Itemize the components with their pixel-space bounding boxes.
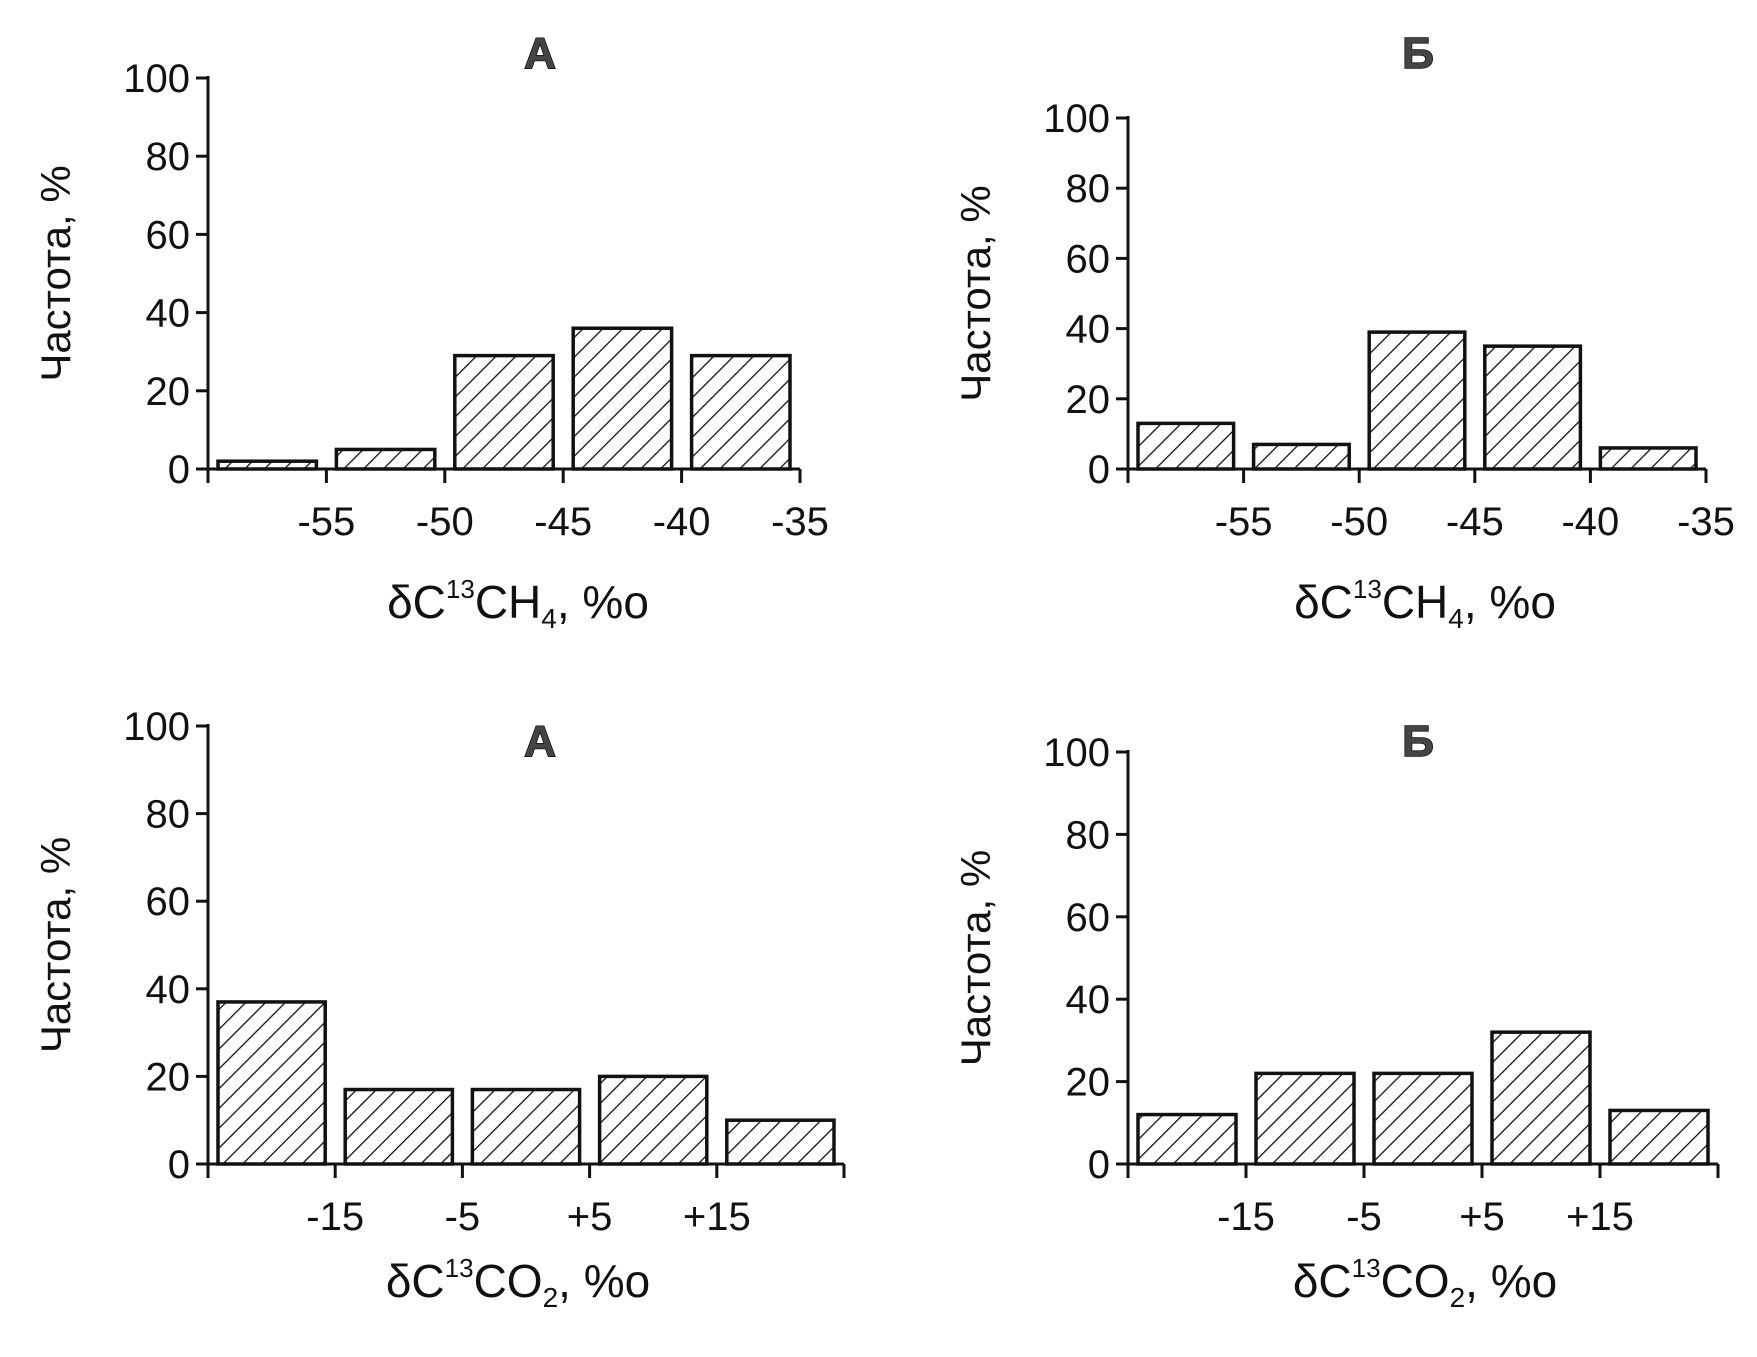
x-axis-title: δC13CH4, %o	[1294, 574, 1556, 634]
y-tick-label: 80	[1066, 813, 1111, 857]
histogram-bar-3	[453, 353, 555, 471]
histogram-bar-4	[571, 326, 674, 471]
x-axis-title: δC13CO2, %o	[386, 1253, 650, 1313]
x-tick-label: -50	[416, 500, 474, 544]
x-tick-label: -55	[1215, 500, 1273, 544]
histogram-bar-3	[470, 1087, 582, 1166]
histogram-bar-5	[1598, 446, 1698, 471]
y-tick-label: 0	[1088, 448, 1110, 492]
histogram-bar-5	[689, 353, 792, 471]
y-tick-label: 0	[168, 1143, 190, 1187]
histogram-bar-5	[1608, 1108, 1710, 1166]
histogram-bar-2	[334, 447, 437, 471]
y-tick-label: 100	[1043, 731, 1110, 775]
x-axis-title: δC13CO2, %o	[1293, 1253, 1557, 1313]
y-tick-label: 40	[1066, 978, 1111, 1022]
histogram-bar-3	[1372, 1071, 1474, 1166]
y-tick-label: 40	[1066, 308, 1111, 352]
x-tick-label: +15	[683, 1195, 751, 1239]
chart-panel-2: Б Частота, % 0 20 40 60 80 100 -55 -50 -45 -40 -35 δC…	[952, 28, 1735, 634]
y-tick-label: 80	[146, 135, 191, 179]
chart-panel-3: А Частота, % 0 20 40 60 80 100 -15 -5 +5 +15 δC13CO2…	[32, 705, 846, 1313]
chart-panel-4: Б Частота, % 0 20 40 60 80 100 -15 -5 +5 +15δC13CO2…	[952, 716, 1720, 1313]
histogram-bar-4	[1490, 1030, 1592, 1166]
y-axis-title: Частота, %	[32, 165, 79, 381]
histogram-bar-1	[1136, 421, 1236, 471]
y-tick-label: 0	[168, 448, 190, 492]
histogram-bar-4	[1483, 344, 1583, 471]
y-tick-label: 20	[146, 370, 191, 414]
x-tick-label: +5	[1459, 1195, 1505, 1239]
histogram-bar-2	[343, 1087, 455, 1166]
y-tick-label: 60	[1066, 896, 1111, 940]
x-tick-label: -45	[534, 500, 592, 544]
x-tick-label: -45	[1446, 500, 1504, 544]
y-tick-label: 60	[146, 880, 191, 924]
x-tick-label: -40	[653, 500, 711, 544]
x-tick-label: +5	[567, 1195, 613, 1239]
y-tick-label: 20	[1066, 1061, 1111, 1105]
panel-title: Б	[1402, 717, 1434, 766]
x-tick-label: -35	[1677, 500, 1735, 544]
y-tick-label: 60	[146, 213, 191, 257]
y-axis-title: Частота, %	[32, 837, 79, 1053]
x-axis-title: δC13CH4, %o	[387, 574, 649, 634]
y-tick-label: 20	[1066, 378, 1111, 422]
histogram-bar-3	[1367, 330, 1467, 471]
panel-title: Б	[1402, 29, 1434, 78]
x-tick-label: +15	[1566, 1195, 1634, 1239]
x-tick-label: -15	[1217, 1195, 1275, 1239]
panel-title: А	[524, 717, 556, 766]
y-tick-label: 100	[123, 57, 190, 101]
y-tick-label: 40	[146, 292, 191, 336]
y-tick-label: 60	[1066, 237, 1111, 281]
y-tick-label: 100	[1043, 97, 1110, 141]
histogram-bar-5	[725, 1118, 836, 1166]
x-tick-label: -55	[297, 500, 355, 544]
y-tick-label: 80	[1066, 167, 1111, 211]
x-tick-label: -15	[306, 1195, 364, 1239]
histogram-bar-1	[1136, 1112, 1238, 1166]
y-tick-label: 40	[146, 968, 191, 1012]
histogram-bar-2	[1254, 1071, 1356, 1166]
y-axis-title: Частота, %	[952, 850, 999, 1066]
x-tick-label: -50	[1330, 500, 1388, 544]
histogram-bar-4	[597, 1074, 709, 1166]
x-tick-label: -40	[1561, 500, 1619, 544]
histogram-bar-2	[1251, 442, 1351, 471]
y-tick-label: 0	[1088, 1143, 1110, 1187]
y-tick-label: 80	[146, 793, 191, 837]
chart-panel-1: А Частота, % 0 20 40 60 80 100 -55 -50 -45 -40 -35 δC…	[32, 28, 829, 634]
x-tick-label: -5	[1346, 1195, 1382, 1239]
histogram-bar-1	[216, 1000, 327, 1166]
panel-title: А	[524, 29, 556, 78]
x-tick-label: -35	[771, 500, 829, 544]
y-tick-label: 20	[146, 1055, 191, 1099]
y-axis-title: Частота, %	[952, 185, 999, 401]
x-tick-label: -5	[445, 1195, 481, 1239]
y-tick-label: 100	[123, 705, 190, 749]
